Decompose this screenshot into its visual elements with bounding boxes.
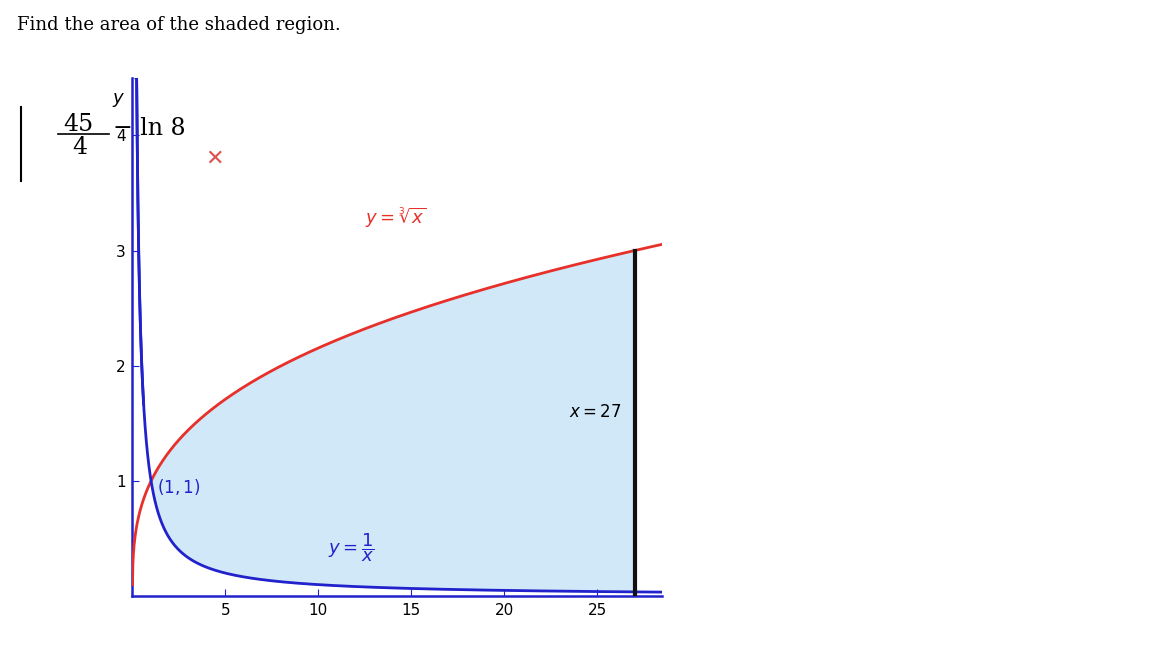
Text: 4: 4 — [73, 136, 88, 159]
Text: 45: 45 — [63, 113, 93, 136]
Text: − ln 8: − ln 8 — [113, 117, 185, 139]
Text: $y = \dfrac{1}{x}$: $y = \dfrac{1}{x}$ — [327, 531, 374, 564]
Text: Find the area of the shaded region.: Find the area of the shaded region. — [17, 16, 341, 34]
Text: $x = 27$: $x = 27$ — [569, 403, 622, 421]
Text: y: y — [112, 89, 123, 108]
Text: $(1, 1)$: $(1, 1)$ — [157, 477, 200, 497]
Text: ✕: ✕ — [205, 149, 223, 169]
Text: $y = \sqrt[3]{x}$: $y = \sqrt[3]{x}$ — [365, 206, 426, 230]
